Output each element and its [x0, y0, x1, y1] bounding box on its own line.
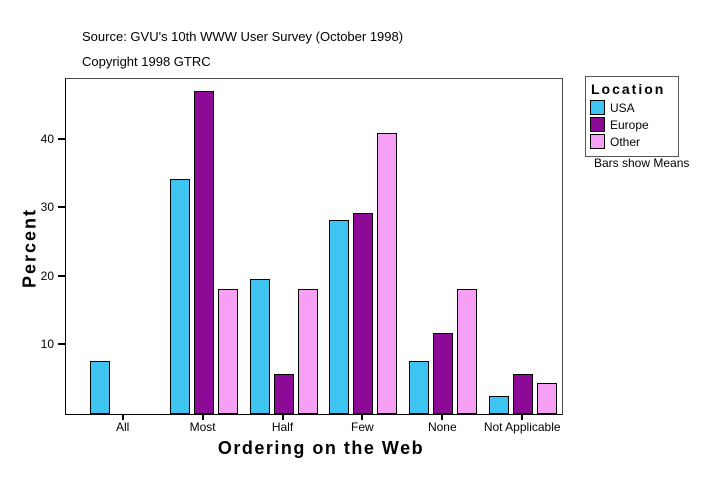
y-tick-30 — [58, 206, 65, 209]
y-tick-10 — [58, 343, 65, 346]
x-tick-none — [441, 414, 444, 420]
legend: Location USA Europe Other — [585, 76, 679, 157]
legend-items: USA Europe Other — [590, 100, 674, 149]
bar-few-other — [377, 133, 398, 414]
x-tick-half — [281, 414, 284, 420]
bar-all-usa — [89, 361, 110, 414]
bar-most-other — [217, 289, 238, 414]
x-tick-most — [201, 414, 204, 420]
bar-few-usa — [329, 220, 350, 414]
y-tick-20 — [58, 274, 65, 277]
y-tick-label-40: 40 — [40, 131, 54, 146]
bar-half-europe — [273, 374, 294, 414]
plot-frame — [65, 78, 563, 415]
legend-swatch-europe — [590, 117, 605, 132]
x-axis-title: Ordering on the Web — [217, 438, 425, 458]
bar-most-europe — [193, 91, 214, 414]
x-category-label-half: Half — [271, 420, 294, 434]
legend-item-europe: Europe — [590, 117, 674, 132]
x-tick-all — [121, 414, 124, 420]
bar-not-applicable-europe — [513, 374, 534, 414]
bar-most-usa — [169, 179, 190, 414]
x-tick-few — [361, 414, 364, 420]
bar-half-other — [297, 289, 318, 414]
y-tick-label-20: 20 — [40, 268, 54, 283]
bar-not-applicable-other — [537, 383, 558, 414]
bar-none-usa — [409, 361, 430, 414]
legend-label-europe: Europe — [610, 117, 649, 132]
bar-none-europe — [433, 333, 454, 414]
legend-item-usa: USA — [590, 100, 674, 115]
legend-title: Location — [591, 81, 666, 97]
y-tick-label-10: 10 — [40, 337, 54, 352]
x-category-label-not-applicable: Not Applicable — [483, 420, 561, 434]
legend-item-other: Other — [590, 134, 674, 149]
x-tick-not-applicable — [521, 414, 524, 420]
bar-none-other — [457, 289, 478, 414]
bar-not-applicable-usa — [489, 396, 510, 414]
y-tick-label-30: 30 — [40, 200, 54, 215]
copyright-caption: Copyright 1998 GTRC — [82, 54, 211, 69]
legend-swatch-other — [590, 134, 605, 149]
x-category-label-most: Most — [189, 420, 216, 434]
legend-note: Bars show Means — [594, 156, 690, 170]
legend-label-usa: USA — [610, 100, 635, 115]
x-category-label-all: All — [116, 420, 130, 434]
source-caption: Source: GVU's 10th WWW User Survey (Octo… — [82, 29, 404, 44]
plot-area — [66, 79, 562, 414]
y-tick-40 — [58, 137, 65, 140]
x-category-label-few: Few — [351, 420, 374, 434]
x-category-label-none: None — [427, 420, 457, 434]
legend-swatch-usa — [590, 100, 605, 115]
legend-label-other: Other — [610, 134, 641, 149]
bar-few-europe — [353, 213, 374, 414]
bar-half-usa — [249, 279, 270, 414]
